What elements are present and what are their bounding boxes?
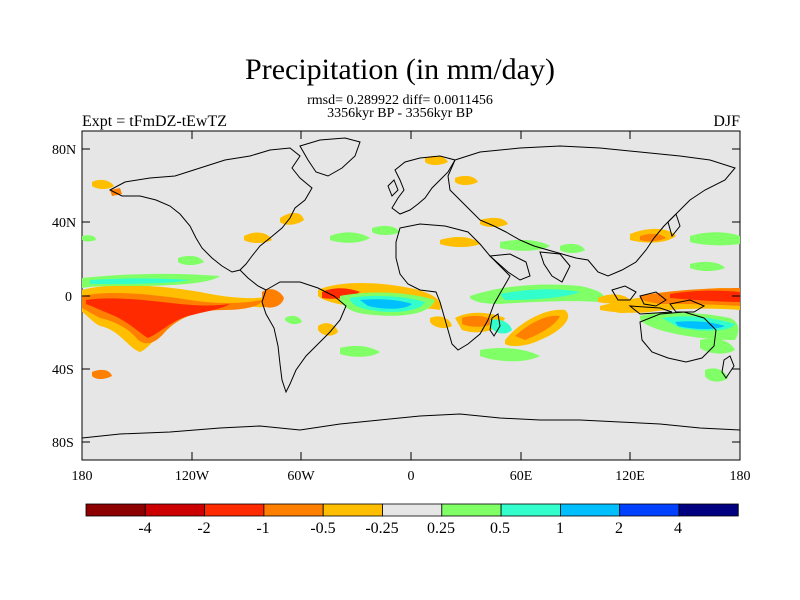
colorbar-label: 0.5 (490, 520, 510, 537)
colorbar-label: -2 (197, 520, 210, 537)
colorbar-label: 2 (615, 520, 623, 537)
colorbar-swatch (382, 503, 443, 517)
lat-label: 80S (52, 436, 74, 451)
lon-label: 60E (510, 469, 533, 484)
colorbar-label: -0.25 (365, 520, 398, 537)
colorbar-labels: -4 -2 -1 -0.5 -0.25 0.25 0.5 1 2 4 (138, 520, 682, 537)
lat-label: 80N (52, 143, 76, 158)
stats-line: rmsd= 0.289922 diff= 0.0011456 (307, 93, 493, 108)
season-label: DJF (713, 113, 740, 130)
colorbar-swatch (678, 503, 739, 517)
colorbar-swatch (144, 503, 206, 517)
coastlines (82, 137, 740, 439)
lat-label: 40N (52, 216, 76, 231)
colorbar-label: -4 (138, 520, 151, 537)
lon-label: 120E (615, 469, 645, 484)
lon-label: 0 (408, 469, 415, 484)
colorbar-swatch (500, 503, 561, 517)
colorbar-swatch (204, 503, 265, 517)
lon-label: 60W (287, 469, 315, 484)
period-line: 3356kyr BP - 3356kyr BP (327, 106, 473, 121)
colorbar-label: -0.5 (310, 520, 335, 537)
colorbar-label: 0.25 (427, 520, 455, 537)
map-title: Precipitation (in mm/day) (245, 53, 555, 86)
lon-label: 180 (730, 469, 751, 484)
lat-label: 40S (52, 363, 74, 378)
lat-label: 0 (65, 290, 72, 305)
colorbar (85, 503, 739, 517)
colorbar-swatch (263, 503, 324, 517)
colorbar-swatch (441, 503, 502, 517)
axis-ticks (81, 131, 741, 460)
colorbar-label: 4 (674, 520, 682, 537)
colorbar-swatch (560, 503, 621, 517)
colorbar-label: 1 (556, 520, 564, 537)
lon-label: 120W (175, 469, 210, 484)
lon-label: 180 (72, 469, 93, 484)
experiment-label: Expt = tFmDZ-tEwTZ (82, 113, 228, 130)
colorbar-label: -1 (256, 520, 269, 537)
colorbar-swatch (322, 503, 383, 517)
colorbar-swatch (619, 503, 680, 517)
colorbar-swatch (85, 503, 146, 517)
